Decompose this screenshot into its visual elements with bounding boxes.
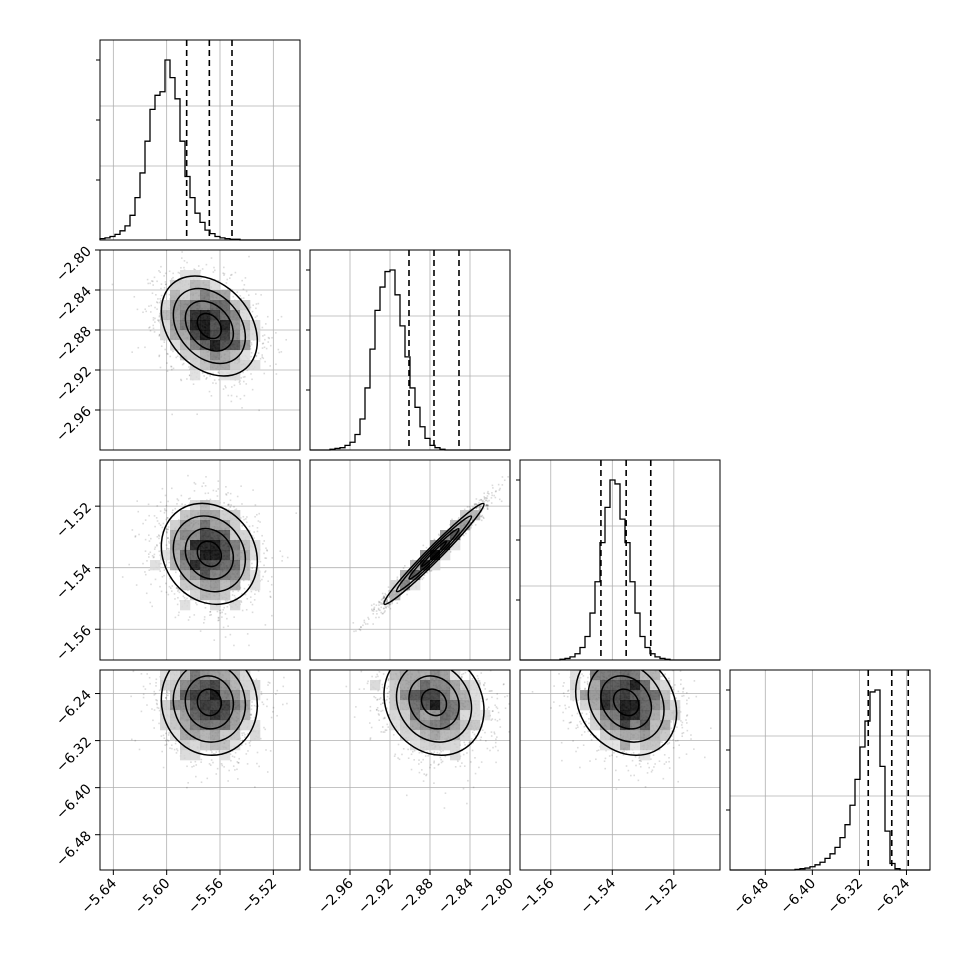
contours-0-3 bbox=[160, 670, 259, 757]
x-tick-label-3-3: −6.24 bbox=[872, 875, 914, 917]
contour-0 bbox=[420, 540, 448, 568]
scatter-panel-0-1 bbox=[111, 251, 288, 416]
x-tick-label-1-2: −2.88 bbox=[395, 876, 437, 918]
x-tick-label-0-0: −5.64 bbox=[79, 875, 121, 917]
contour-0 bbox=[196, 312, 223, 340]
grid-1-1 bbox=[310, 250, 511, 450]
scatter-panel-0-2 bbox=[121, 474, 298, 647]
y-tick-label-1-0: −2.80 bbox=[53, 244, 95, 286]
contour-2 bbox=[172, 287, 247, 365]
histogram-frame-1 bbox=[309, 249, 511, 451]
scatter-panel-2-3 bbox=[531, 670, 712, 790]
contour-1 bbox=[184, 300, 235, 352]
grid-0-0 bbox=[100, 40, 300, 240]
contour-2 bbox=[395, 670, 473, 743]
x-tick-label-2-2: −1.52 bbox=[639, 876, 681, 918]
density-0-3 bbox=[160, 670, 261, 761]
scatter-panel-0-3 bbox=[130, 670, 288, 789]
contour-3 bbox=[574, 670, 678, 757]
histogram-step-2 bbox=[520, 479, 720, 661]
contour-0 bbox=[196, 540, 223, 568]
contours-1-2 bbox=[383, 502, 485, 606]
contour-0 bbox=[420, 688, 448, 717]
contour-1 bbox=[600, 675, 653, 730]
y-tick-label-2-0: −1.52 bbox=[53, 500, 95, 542]
contours-0-2 bbox=[160, 502, 259, 606]
contour-2 bbox=[587, 670, 665, 743]
contours-1-3 bbox=[383, 670, 485, 757]
x-tick-label-0-2: −5.56 bbox=[185, 875, 227, 917]
histogram-0 bbox=[96, 40, 300, 241]
contour-1 bbox=[408, 675, 460, 730]
contour-1 bbox=[184, 675, 235, 730]
grid-3-3 bbox=[730, 670, 930, 870]
y-tick-label-1-2: −2.88 bbox=[53, 324, 95, 366]
panel-frame-0-3 bbox=[99, 669, 301, 871]
histogram-frame-3 bbox=[729, 669, 931, 871]
panel-frame-2-3 bbox=[519, 669, 721, 871]
contour-2 bbox=[395, 515, 473, 593]
contours-0-1 bbox=[160, 275, 259, 377]
y-tick-label-3-0: −6.24 bbox=[53, 687, 95, 729]
grid-2-2 bbox=[520, 460, 720, 660]
x-tick-label-1-1: −2.92 bbox=[355, 876, 397, 918]
x-tick-label-1-3: −2.84 bbox=[435, 875, 477, 917]
histogram-step-3 bbox=[730, 689, 930, 871]
y-tick-label-1-3: −2.92 bbox=[53, 364, 95, 406]
y-tick-label-3-3: −6.48 bbox=[53, 828, 95, 870]
x-tick-label-3-0: −6.48 bbox=[730, 876, 772, 918]
contour-3 bbox=[383, 502, 485, 606]
scatter-panel-1-2 bbox=[352, 476, 509, 633]
panel-frame-0-1 bbox=[99, 249, 301, 451]
y-tick-label-3-2: −6.40 bbox=[53, 781, 95, 823]
x-tick-label-1-4: −2.80 bbox=[475, 876, 517, 918]
y-tick-label-1-4: −2.96 bbox=[53, 403, 95, 445]
contour-2 bbox=[172, 670, 247, 743]
histogram-frame-0 bbox=[99, 39, 301, 241]
contour-2 bbox=[172, 515, 247, 593]
x-tick-label-3-2: −6.32 bbox=[825, 876, 867, 918]
contour-0 bbox=[612, 688, 640, 717]
y-tick-label-2-2: −1.56 bbox=[53, 623, 95, 665]
x-tick-label-2-1: −1.54 bbox=[577, 875, 619, 917]
histogram-frame-2 bbox=[519, 459, 721, 661]
contour-3 bbox=[160, 502, 259, 606]
x-tick-label-2-0: −1.56 bbox=[516, 875, 558, 917]
contour-3 bbox=[160, 670, 259, 757]
density-0-1 bbox=[160, 270, 261, 381]
y-tick-label-3-1: −6.32 bbox=[53, 734, 95, 776]
contour-3 bbox=[383, 670, 485, 757]
panel-frame-1-3 bbox=[309, 669, 511, 871]
contour-1 bbox=[184, 527, 235, 580]
contour-3 bbox=[160, 275, 259, 377]
x-tick-label-0-1: −5.60 bbox=[132, 876, 174, 918]
panel-frame-1-2 bbox=[309, 459, 511, 661]
x-tick-label-0-3: −5.52 bbox=[239, 876, 281, 918]
scatter-panel-1-3 bbox=[345, 670, 510, 809]
histogram-step-0 bbox=[99, 59, 300, 241]
contour-1 bbox=[408, 527, 460, 580]
x-tick-label-1-0: −2.96 bbox=[315, 875, 357, 917]
histogram-step-1 bbox=[310, 269, 510, 451]
y-tick-label-2-1: −1.54 bbox=[53, 561, 95, 603]
y-tick-label-1-1: −2.84 bbox=[53, 283, 95, 325]
histogram-3 bbox=[726, 670, 930, 871]
histogram-2 bbox=[516, 460, 720, 661]
contour-0 bbox=[196, 688, 223, 717]
x-tick-label-3-1: −6.40 bbox=[778, 876, 820, 918]
panel-frame-0-2 bbox=[99, 459, 301, 661]
histogram-1 bbox=[306, 250, 510, 451]
contours-2-3 bbox=[574, 670, 678, 757]
